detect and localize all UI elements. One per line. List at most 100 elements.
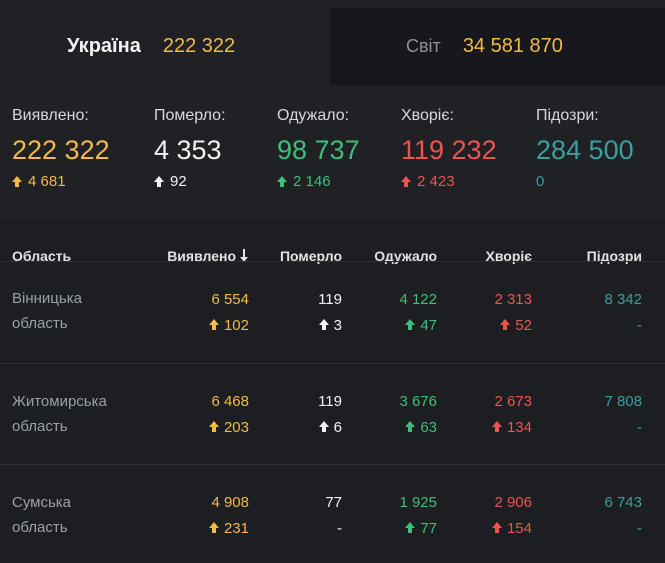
country-tabs: Україна 222 322 Світ 34 581 870 [0, 8, 665, 85]
detected-value: 4 908 [211, 494, 249, 511]
arrow-up-icon [401, 176, 411, 187]
sick-delta-value: 52 [515, 317, 532, 334]
stat-delta-value: 92 [170, 173, 187, 190]
region-name: Сумська область [12, 490, 132, 540]
sick-delta-value: 134 [506, 419, 532, 436]
stat-value: 98 737 [277, 135, 360, 165]
sick-value: 2 313 [494, 291, 532, 308]
header-sick[interactable]: Хворіє [485, 248, 532, 264]
sick-delta-value: 154 [506, 520, 532, 537]
region-name-line2: область [12, 315, 68, 332]
sort-down-icon [239, 249, 249, 263]
recovered-delta: 63 [405, 419, 437, 436]
region-name-line1: Вінницька [12, 290, 82, 307]
stat-delta-value: 0 [536, 173, 545, 190]
stat-label: Померло: [154, 107, 226, 124]
recovered-delta-value: 47 [420, 317, 437, 334]
stat-delta-value: 4 681 [28, 173, 66, 190]
table-row[interactable]: Житомирська область 6 468 203 119 6 3 67… [0, 363, 665, 465]
suspected-value: 6 743 [604, 494, 642, 511]
stat-delta: 2 423 [401, 173, 455, 190]
detected-value: 6 554 [211, 291, 249, 308]
recovered-value: 4 122 [399, 291, 437, 308]
arrow-up-icon [154, 176, 164, 187]
suspected-delta: - [637, 317, 642, 334]
stat-value: 4 353 [154, 135, 222, 165]
tab-world[interactable]: Світ 34 581 870 [330, 8, 665, 85]
suspected-value: 7 808 [604, 393, 642, 410]
header-region[interactable]: Область [12, 248, 72, 264]
stat-value: 222 322 [12, 135, 110, 165]
stat-delta: 2 146 [277, 173, 331, 190]
sick-value: 2 906 [494, 494, 532, 511]
detected-delta: 231 [208, 520, 249, 537]
arrow-up-icon [208, 319, 219, 330]
detected-value: 6 468 [211, 393, 249, 410]
suspected-delta: - [637, 419, 642, 436]
detected-delta-value: 102 [223, 317, 249, 334]
arrow-up-icon [405, 522, 416, 533]
region-name-line1: Сумська [12, 494, 72, 511]
died-delta-value: 6 [333, 419, 342, 436]
died-delta-value: 3 [333, 317, 342, 334]
recovered-delta-value: 63 [420, 419, 437, 436]
stat-delta: 4 681 [12, 173, 66, 190]
recovered-delta: 47 [405, 317, 437, 334]
tab-world-value: 34 581 870 [462, 35, 563, 57]
died-value: 119 [318, 291, 342, 308]
table-row[interactable]: Сумська область 4 908 231 77 - 1 925 77 … [0, 464, 665, 563]
detected-delta-value: 231 [223, 520, 249, 537]
stat-delta: 0 [536, 173, 544, 190]
arrow-up-icon [405, 319, 416, 330]
suspected-delta: - [637, 520, 642, 537]
header-detected[interactable]: Виявлено [167, 248, 249, 264]
regions-table: Область Виявлено Померло Одужало Хворіє … [0, 221, 665, 563]
sick-delta: 154 [491, 520, 532, 537]
stat-label: Підозри: [536, 107, 599, 124]
died-value: 77 [325, 494, 342, 511]
stat-value: 284 500 [536, 135, 634, 165]
arrow-up-icon [491, 522, 502, 533]
arrow-up-icon [491, 421, 502, 432]
stat-delta-value: 2 423 [417, 173, 455, 190]
region-name-line2: область [12, 418, 68, 435]
table-row[interactable]: Вінницька область 6 554 102 119 3 4 122 … [0, 261, 665, 363]
arrow-up-icon [318, 421, 329, 432]
region-name-line2: область [12, 519, 68, 536]
recovered-value: 3 676 [399, 393, 437, 410]
stat-label: Одужало: [277, 107, 350, 124]
region-name: Житомирська область [12, 389, 132, 439]
table-header: Область Виявлено Померло Одужало Хворіє … [0, 221, 665, 281]
stat-label: Хворіє: [401, 107, 454, 124]
stat-delta-value: 2 146 [293, 173, 331, 190]
tab-ukraine[interactable]: Україна 222 322 [0, 8, 330, 85]
died-delta: 6 [318, 419, 342, 436]
sick-delta: 52 [500, 317, 532, 334]
tab-ukraine-value: 222 322 [162, 35, 236, 57]
detected-delta: 102 [208, 317, 249, 334]
summary-stats: Виявлено: 222 322 4 681 Померло: 4 353 9… [0, 85, 665, 221]
stat-label: Виявлено: [12, 107, 89, 124]
region-name-line1: Житомирська [12, 393, 107, 410]
recovered-delta-value: 77 [420, 520, 437, 537]
region-name: Вінницька область [12, 286, 132, 336]
died-delta: - [337, 520, 342, 537]
header-died[interactable]: Померло [279, 248, 342, 264]
detected-delta-value: 203 [223, 419, 249, 436]
arrow-up-icon [405, 421, 416, 432]
arrow-up-icon [208, 421, 219, 432]
tab-world-label: Світ [406, 36, 441, 56]
arrow-up-icon [277, 176, 287, 187]
died-delta: 3 [318, 317, 342, 334]
recovered-delta: 77 [405, 520, 437, 537]
recovered-value: 1 925 [399, 494, 437, 511]
arrow-up-icon [208, 522, 219, 533]
detected-delta: 203 [208, 419, 249, 436]
arrow-up-icon [500, 319, 511, 330]
arrow-up-icon [12, 176, 22, 187]
header-suspected[interactable]: Підозри [586, 248, 642, 264]
sick-value: 2 673 [494, 393, 532, 410]
header-recovered[interactable]: Одужало [374, 248, 437, 264]
died-value: 119 [318, 393, 342, 410]
sick-delta: 134 [491, 419, 532, 436]
